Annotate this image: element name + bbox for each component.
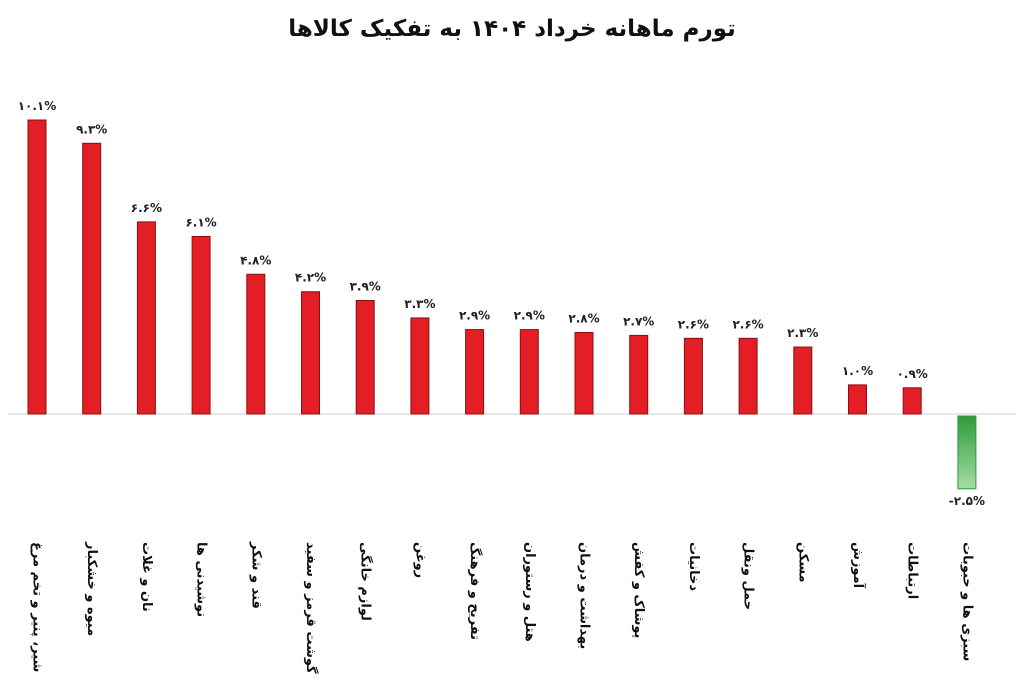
bar — [27, 119, 47, 415]
bar — [629, 334, 649, 415]
category-label: ارتباطات — [905, 542, 920, 599]
category-label: پوشاک و کفش — [631, 542, 646, 638]
bar-value-label: ۹.۳% — [76, 122, 107, 136]
bar-value-label: ۲.۹% — [459, 309, 490, 323]
category-label: میوه و خشکبار — [84, 541, 99, 636]
category-label: بهداشت و درمان — [577, 542, 592, 649]
bar — [738, 337, 758, 415]
bar-value-label: ۶.۱% — [185, 215, 216, 229]
bar — [136, 221, 156, 415]
category-label: سبزی ها و حبوبات — [959, 542, 974, 661]
category-label: لوازم خانگی — [358, 542, 374, 621]
category-label: تفریح و فرهنگ — [467, 542, 483, 640]
category-label: حمل ونقل — [741, 542, 756, 610]
bar-value-label: ۶.۶% — [131, 201, 162, 215]
bar — [793, 346, 813, 415]
bar — [410, 317, 430, 415]
bar — [957, 415, 977, 490]
bar — [301, 291, 320, 415]
bar — [465, 329, 485, 415]
bar-value-label: -۲.۵% — [949, 494, 985, 508]
category-label: شیر، پنیر و تخم مرغ — [30, 542, 45, 672]
bar-value-label: ۳.۳% — [404, 297, 435, 311]
category-label: گوشت قرمز و سفید — [303, 542, 319, 674]
bar — [191, 235, 211, 415]
bar-value-label: ۱.۰% — [842, 364, 873, 378]
bar — [519, 329, 539, 415]
bars-group — [27, 119, 977, 490]
bar-value-label: ۲.۶% — [678, 317, 709, 331]
bar — [848, 384, 867, 415]
category-label: روغن — [412, 542, 427, 578]
bar-value-label: ۲.۸% — [568, 311, 599, 325]
bar — [355, 299, 375, 415]
bar-value-label: ۱۰.۱% — [18, 99, 57, 113]
bar-value-label: ۰.۹% — [897, 367, 928, 381]
bar — [902, 387, 922, 415]
bar-value-label: ۲.۹% — [514, 309, 545, 323]
category-label: آموزش — [850, 542, 867, 589]
category-label: نوشیدنی ها — [194, 542, 209, 617]
category-label: هتل و رستوران — [522, 542, 537, 642]
bar — [246, 273, 266, 415]
bar — [683, 337, 703, 415]
category-label: نان و غلات — [139, 542, 154, 612]
chart-title: تورم ماهانه خرداد ۱۴۰۴ به تفکیک کالاها — [288, 16, 736, 42]
bar-value-label: ۴.۸% — [240, 253, 271, 267]
category-label: دخانیات — [686, 542, 701, 591]
bar-value-label: ۴.۲% — [295, 271, 326, 285]
bar-value-label: ۲.۷% — [623, 314, 654, 328]
bar-value-label: ۲.۳% — [787, 326, 818, 340]
category-label: قند و شکر — [248, 541, 263, 609]
bar — [574, 331, 594, 415]
category-labels-group: شیر، پنیر و تخم مرغ میوه و خشکبار نان و غل… — [30, 541, 975, 674]
bar — [82, 142, 102, 415]
bar-value-label: ۲.۶% — [732, 317, 763, 331]
category-label: مسکن — [795, 542, 810, 583]
bar-value-label: ۳.۹% — [350, 279, 381, 293]
value-labels-group: ۱۰.۱% ۹.۳% ۶.۶% ۶.۱% ۴.۸% ۴.۲% ۳.۹% ۳.۳% ۲.۹% ۲.۹… — [18, 99, 985, 508]
